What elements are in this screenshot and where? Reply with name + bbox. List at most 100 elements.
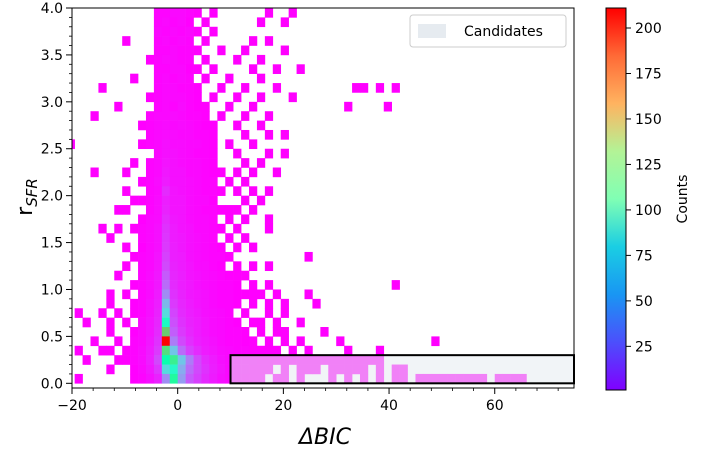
y-tick-label: 2.0 <box>41 189 63 205</box>
heatmap-cell <box>185 8 194 18</box>
heatmap-cell <box>169 186 178 196</box>
heatmap-cell <box>161 233 171 243</box>
heatmap-cell <box>209 373 218 384</box>
heatmap-cell <box>185 129 194 140</box>
heatmap-cell <box>256 195 266 206</box>
heatmap-cell <box>161 251 171 262</box>
heatmap-cell <box>153 158 163 168</box>
heatmap-cell <box>217 327 226 337</box>
heatmap-cell <box>217 308 226 318</box>
heatmap-cell <box>201 280 210 290</box>
heatmap-cell <box>145 373 155 384</box>
heatmap-cell <box>193 186 202 196</box>
heatmap-cell <box>185 223 194 234</box>
heatmap-cell <box>145 355 155 365</box>
heatmap-cell <box>225 176 234 187</box>
legend-box <box>409 14 567 48</box>
heatmap-cell <box>185 186 194 196</box>
heatmap-cell <box>249 36 258 46</box>
heatmap-cell <box>217 280 226 290</box>
heatmap-cell <box>161 111 171 121</box>
heatmap-cell <box>272 327 282 337</box>
heatmap-cell <box>201 176 210 187</box>
heatmap-cell <box>138 233 147 243</box>
y-axis-label-main: r <box>13 206 38 216</box>
heatmap-cell <box>304 289 313 300</box>
heatmap-cell <box>201 317 210 328</box>
heatmap-cell <box>241 195 250 206</box>
heatmap-cell <box>185 111 194 121</box>
heatmap-cell <box>193 64 202 74</box>
heatmap-cell <box>169 101 178 112</box>
heatmap-cell <box>304 345 313 356</box>
heatmap-cell <box>272 317 282 328</box>
heatmap-cell <box>264 345 274 356</box>
heatmap-cell <box>161 176 171 187</box>
colorbar-tick-label: 75 <box>635 248 653 264</box>
heatmap-cell <box>177 83 186 93</box>
colorbar-tick-label: 150 <box>635 112 662 128</box>
heatmap-cell <box>138 270 147 281</box>
heatmap-cell <box>145 308 155 318</box>
heatmap-cell <box>169 54 178 65</box>
heatmap-cell <box>201 364 210 375</box>
heatmap-cell <box>161 17 171 28</box>
heatmap-cell <box>169 242 178 253</box>
heatmap-cell <box>177 251 186 262</box>
heatmap-cell <box>169 317 178 328</box>
heatmap-cell <box>249 298 258 309</box>
heatmap-cell <box>169 298 178 309</box>
heatmap-cell <box>90 111 99 121</box>
heatmap-cell <box>74 373 83 384</box>
heatmap-cell <box>201 251 210 262</box>
heatmap-cell <box>185 205 194 215</box>
heatmap-cell <box>177 73 186 84</box>
heatmap-cell <box>161 242 171 253</box>
heatmap-cell <box>138 345 147 356</box>
heatmap-cell <box>145 261 155 272</box>
heatmap-cell <box>138 373 147 384</box>
heatmap-cell <box>201 36 210 46</box>
heatmap-cell <box>145 176 155 187</box>
heatmap-cell <box>169 148 178 159</box>
heatmap-cell <box>138 280 147 290</box>
heatmap-cell <box>249 345 258 356</box>
heatmap-cell <box>177 355 186 365</box>
heatmap-cell <box>161 26 171 37</box>
colorbar: 25 50 75 100 125 150 175 200 Counts <box>605 7 691 391</box>
heatmap-cell <box>264 298 274 309</box>
heatmap-cell <box>185 167 194 178</box>
heatmap-cell <box>185 280 194 290</box>
heatmap-cell <box>193 317 202 328</box>
heatmap-cell <box>82 317 91 328</box>
heatmap-cell <box>138 261 147 272</box>
heatmap-cell <box>201 129 210 140</box>
heatmap-cell <box>177 8 186 18</box>
heatmap-cell <box>130 308 139 318</box>
heatmap-cell <box>153 336 163 347</box>
heatmap-cell <box>209 167 218 178</box>
heatmap-cell <box>201 373 210 384</box>
heatmap-cell <box>280 129 289 140</box>
heatmap-cell <box>90 336 99 347</box>
heatmap-cell <box>138 195 147 206</box>
heatmap-cell <box>145 205 155 215</box>
heatmap-cell <box>185 214 194 225</box>
heatmap-cell <box>138 336 147 347</box>
heatmap-cell <box>272 167 282 178</box>
heatmap-cell <box>177 317 186 328</box>
heatmap-cell <box>169 73 178 84</box>
heatmap-cell <box>161 101 171 112</box>
heatmap-cell <box>177 205 186 215</box>
heatmap-cell <box>177 129 186 140</box>
heatmap-cell <box>177 92 186 103</box>
heatmap-cell <box>161 205 171 215</box>
heatmap-cell <box>201 158 210 168</box>
heatmap-cell <box>130 73 139 84</box>
heatmap-cell <box>153 129 163 140</box>
legend-label: Candidates <box>464 24 543 40</box>
heatmap-cell <box>209 120 218 131</box>
colorbar-label: Counts <box>675 175 691 224</box>
y-tick-label: 2.5 <box>41 142 63 158</box>
heatmap-cell <box>153 83 163 93</box>
